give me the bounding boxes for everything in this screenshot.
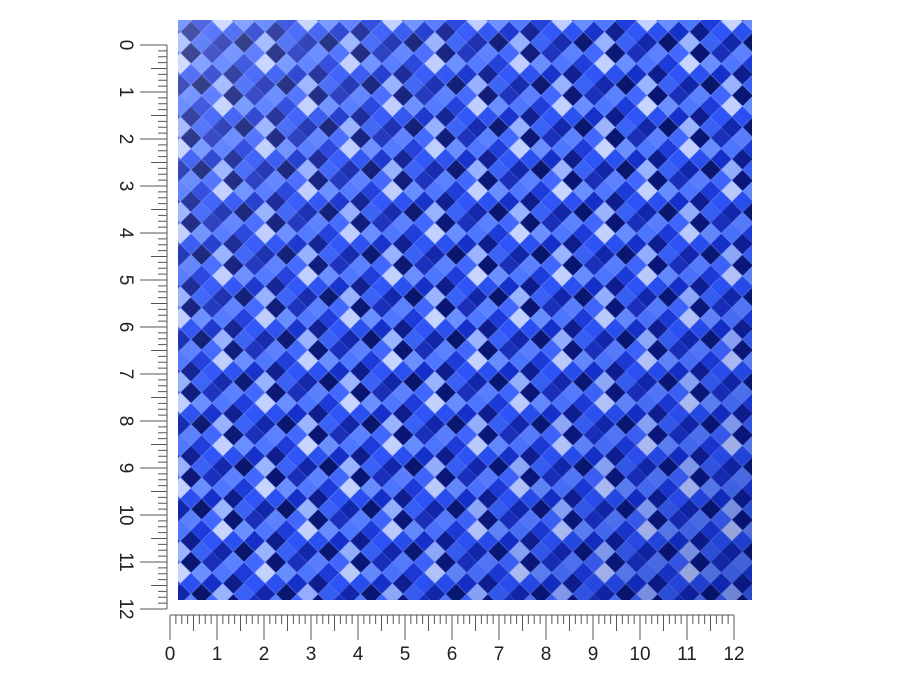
ruler-label: 0 xyxy=(115,40,136,51)
ruler-label: 10 xyxy=(115,504,136,525)
ruler-label: 5 xyxy=(400,644,411,665)
ruler-label: 11 xyxy=(677,644,697,665)
ruler-label: 4 xyxy=(115,228,136,239)
ruler-label: 11 xyxy=(115,552,136,572)
ruler-label: 2 xyxy=(115,134,136,145)
swatch-shine xyxy=(178,20,752,600)
ruler-label: 0 xyxy=(165,644,176,665)
ruler-label: 3 xyxy=(115,181,136,192)
ruler-label: 12 xyxy=(723,644,744,665)
ruler-label: 4 xyxy=(353,644,364,665)
ruler-label: 8 xyxy=(541,644,552,665)
ruler-label: 1 xyxy=(115,87,136,98)
ruler-label: 10 xyxy=(629,644,650,665)
ruler-label: 7 xyxy=(494,644,505,665)
ruler-label: 1 xyxy=(212,644,223,665)
ruler-label: 6 xyxy=(447,644,458,665)
ruler-label: 8 xyxy=(115,416,136,427)
ruler-label: 3 xyxy=(306,644,317,665)
ruler-label: 6 xyxy=(115,322,136,333)
ruler-label: 9 xyxy=(588,644,599,665)
ruler-label: 12 xyxy=(115,598,136,619)
ruler-label: 2 xyxy=(259,644,270,665)
ruler-label: 9 xyxy=(115,463,136,474)
ruler-label: 7 xyxy=(115,369,136,380)
ruler-label: 5 xyxy=(115,275,136,286)
